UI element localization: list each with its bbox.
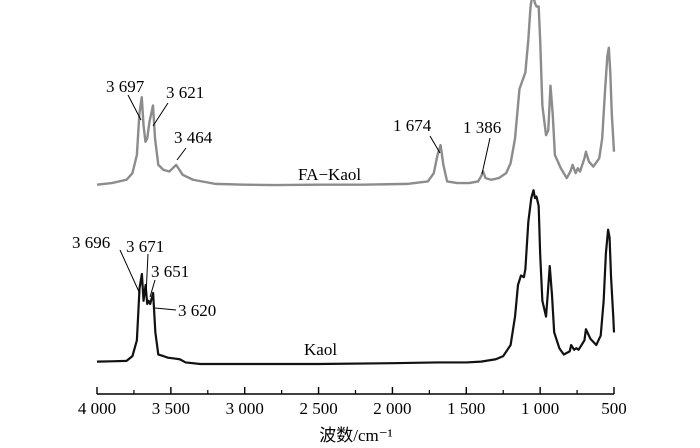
leader-3621 xyxy=(152,102,169,127)
annotation-1674: 1 674 xyxy=(393,116,432,135)
annotation-3621: 3 621 xyxy=(166,83,204,102)
leader-1674 xyxy=(429,135,441,154)
x-tick-label-2000: 2 000 xyxy=(373,399,411,418)
x-axis-title: 波数/cm⁻¹ xyxy=(319,426,393,445)
annotation-3696: 3 696 xyxy=(72,233,110,252)
series-label-fa-kaol: FA−Kaol xyxy=(298,165,361,184)
annotation-3671: 3 671 xyxy=(126,237,164,256)
series-label-kaol: Kaol xyxy=(304,340,337,359)
series-line-fa-kaol xyxy=(96,0,616,187)
x-tick-label-1000: 1 000 xyxy=(521,399,559,418)
annotation-3620: 3 620 xyxy=(178,301,216,320)
annotation-leaders xyxy=(119,94,491,311)
annotation-3464: 3 464 xyxy=(174,128,213,147)
x-axis-ticks xyxy=(96,387,615,394)
annotation-3651: 3 651 xyxy=(151,262,189,281)
series-line-kaol xyxy=(96,189,616,366)
x-axis-tick-labels: 4 000 3 500 3 000 2 500 2 000 1 500 1 000 500 xyxy=(78,399,627,418)
x-tick-label-1500: 1 500 xyxy=(447,399,485,418)
leader-3464 xyxy=(176,147,187,161)
leader-3671 xyxy=(145,253,149,296)
series-layer xyxy=(96,0,616,366)
annotation-3697: 3 697 xyxy=(106,77,145,96)
annotation-1386: 1 386 xyxy=(463,118,501,137)
x-tick-label-2500: 2 500 xyxy=(299,399,337,418)
leader-3651 xyxy=(149,279,156,298)
x-tick-label-4000: 4 000 xyxy=(78,399,116,418)
leader-3697 xyxy=(127,94,142,121)
leader-3696 xyxy=(119,249,141,295)
leader-3620 xyxy=(154,307,177,311)
leader-1386 xyxy=(481,137,491,175)
x-tick-label-500: 500 xyxy=(601,399,627,418)
x-tick-label-3000: 3 000 xyxy=(226,399,264,418)
x-tick-label-3500: 3 500 xyxy=(152,399,190,418)
